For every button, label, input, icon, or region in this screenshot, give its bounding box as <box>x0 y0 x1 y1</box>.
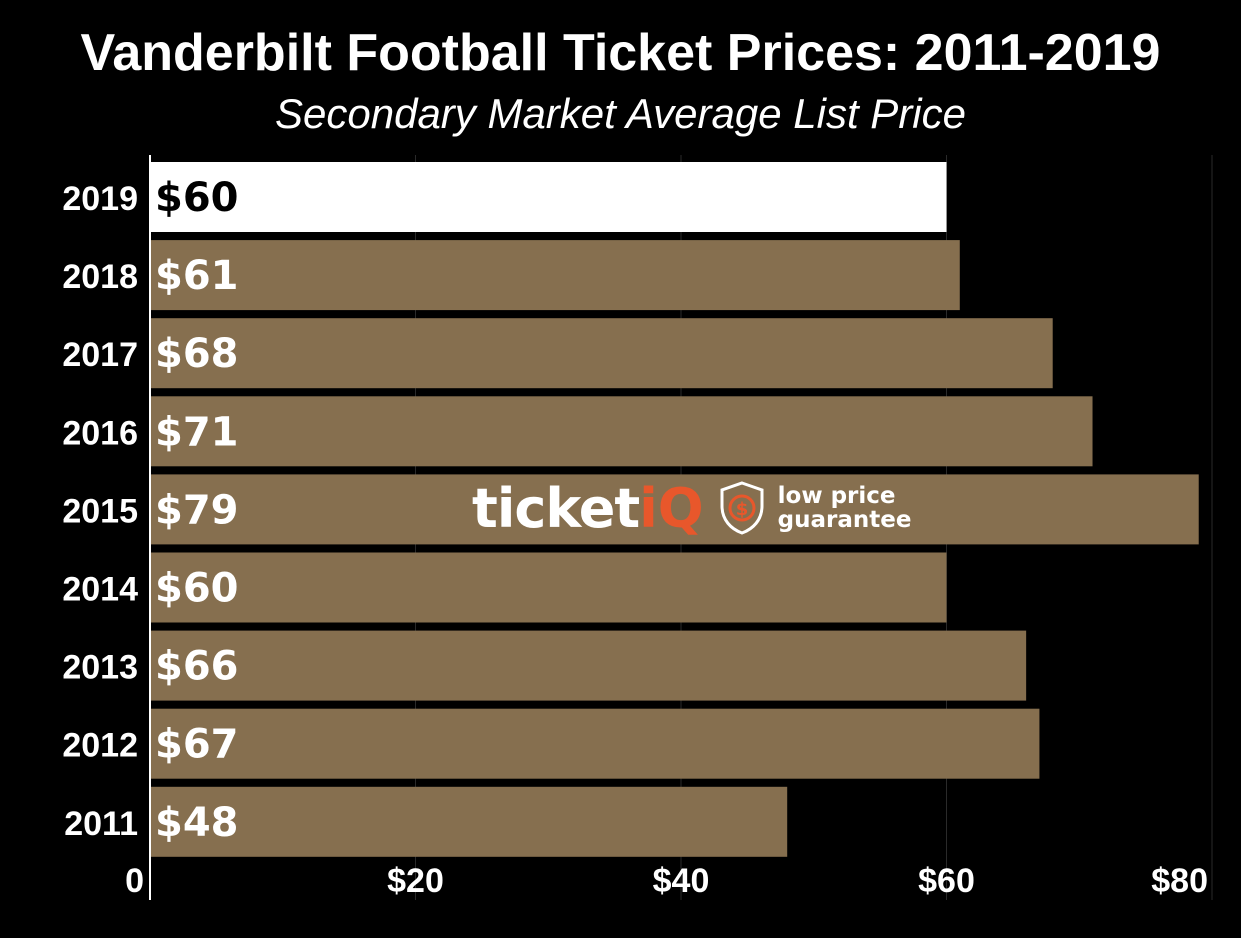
category-label-2018: 2018 <box>62 258 138 296</box>
bar-2013 <box>150 630 1027 701</box>
data-label-2015: $79 <box>155 487 239 533</box>
chart-title: Vanderbilt Football Ticket Prices: 2011-… <box>80 24 1161 82</box>
category-label-2013: 2013 <box>62 649 138 687</box>
category-label-2012: 2012 <box>62 727 138 765</box>
x-tick-label: $60 <box>918 862 975 900</box>
category-labels: 2019 2018 2017 2016 2015 2014 2013 2012 2011 <box>62 180 138 843</box>
watermark-brand-accent: iQ <box>639 476 704 540</box>
watermark-tagline-line2: guarantee <box>777 507 912 533</box>
bar-2018 <box>150 240 960 311</box>
watermark-brand: ticket <box>472 476 640 540</box>
svg-text:$: $ <box>735 499 748 520</box>
data-label-2011: $48 <box>155 800 239 846</box>
category-label-2016: 2016 <box>62 414 138 452</box>
x-tick-labels: 0 $20 $40 $60 $80 <box>125 862 1208 900</box>
bar-2015 <box>150 474 1199 545</box>
category-label-2019: 2019 <box>62 180 138 218</box>
data-label-2014: $60 <box>155 566 239 612</box>
data-label-2018: $61 <box>155 253 239 299</box>
x-tick-label: $80 <box>1151 862 1208 900</box>
watermark-tagline: low price guarantee <box>778 484 912 532</box>
data-label-2012: $67 <box>155 722 239 768</box>
bar-2016 <box>150 396 1093 467</box>
ticketiq-watermark: ticket iQ $ low price guarantee <box>472 476 911 540</box>
bars <box>150 162 1199 857</box>
shield-dollar-icon: $ <box>720 481 764 535</box>
watermark-tagline-line1: low price <box>777 483 896 509</box>
bar-2019 <box>150 162 947 232</box>
bar-2011 <box>150 786 788 857</box>
data-label-2013: $66 <box>155 644 239 690</box>
bar-2012 <box>150 708 1040 779</box>
x-tick-label: $20 <box>387 862 444 900</box>
x-tick-label: 0 <box>125 862 144 900</box>
x-tick-label: $40 <box>653 862 710 900</box>
chart-subtitle: Secondary Market Average List Price <box>275 90 966 137</box>
data-labels: $60 $61 $68 $71 $79 $60 $66 $67 $48 <box>155 175 239 846</box>
category-label-2011: 2011 <box>64 805 138 843</box>
data-label-2019: $60 <box>155 175 239 221</box>
bar-2017 <box>150 318 1053 389</box>
category-label-2015: 2015 <box>62 492 138 530</box>
bar-2014 <box>150 552 947 623</box>
data-label-2016: $71 <box>155 409 239 455</box>
category-label-2014: 2014 <box>62 571 138 609</box>
data-label-2017: $68 <box>155 331 239 377</box>
category-label-2017: 2017 <box>62 336 138 374</box>
